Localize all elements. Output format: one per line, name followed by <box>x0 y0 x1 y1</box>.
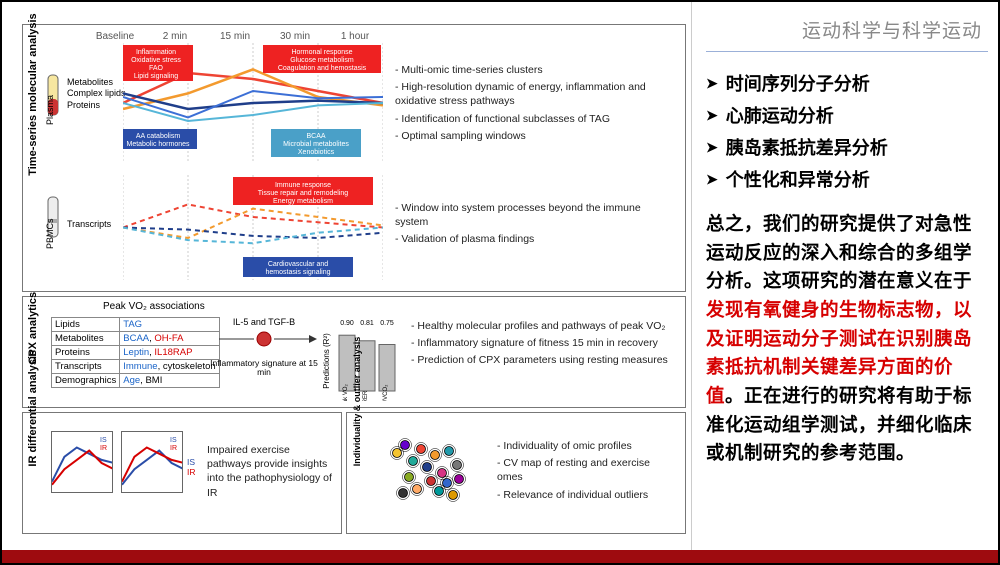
svg-text:Inflammation: Inflammation <box>136 49 176 56</box>
svg-text:Cardiovascular and: Cardiovascular and <box>268 261 328 268</box>
timepoints-row: Baseline 2 min 15 min 30 min 1 hour <box>85 31 385 42</box>
pbmc-desc: Window into system processes beyond the … <box>395 201 675 250</box>
plasma-line-chart: InflammationOxidative stressFAOLipid sig… <box>123 43 383 163</box>
bullet-item: 心肺运动分析 <box>706 102 988 128</box>
bullet-list: 时间序列分子分析 心肺运动分析 胰岛素抵抗差异分析 个性化和异常分析 <box>706 70 988 192</box>
pbmc-line-chart: Immune responseTissue repair and remodel… <box>123 175 383 280</box>
svg-text:IR: IR <box>170 445 177 452</box>
section-individuality: Individuality & outlier analysis Individ… <box>346 412 686 534</box>
text-panel: 运动科学与科学运动 时间序列分子分析 心肺运动分析 胰岛素抵抗差异分析 个性化和… <box>692 2 998 563</box>
ind-desc: Individuality of omic profiles CV map of… <box>497 439 677 505</box>
tp: 30 min <box>265 31 325 42</box>
transcripts-label: Transcripts <box>67 219 111 229</box>
cpx-mid: IL-5 and TGF-B Inflammatory signature at… <box>209 317 319 378</box>
cpx-bars: Predictions (R²) 0.90 peak VO₂ 0.81 RER 0.75 V… <box>323 311 401 401</box>
plasma-layers: Metabolites Complex lipids Proteins <box>67 77 126 111</box>
svg-text:Tissue repair and remodeling: Tissue repair and remodeling <box>258 190 349 197</box>
svg-text:IR: IR <box>100 445 107 452</box>
svg-text:AA catabolism: AA catabolism <box>136 133 181 140</box>
ir-mini-chart-2: ISIR <box>121 431 183 493</box>
bullet-item: 胰岛素抵抗差异分析 <box>706 134 988 160</box>
svg-text:Metabolic hormones: Metabolic hormones <box>126 141 190 148</box>
cpx-desc: Healthy molecular profiles and pathways … <box>411 319 681 371</box>
tp: 15 min <box>205 31 265 42</box>
bullet-item: 时间序列分子分析 <box>706 70 988 96</box>
vlabel-timeseries: Time-series molecular analysis <box>27 13 39 175</box>
slide-root: Time-series molecular analysis Baseline … <box>2 2 998 563</box>
ir-mini-chart-1: ISIR <box>51 431 113 493</box>
svg-text:peak VO₂: peak VO₂ <box>343 383 349 401</box>
svg-text:Lipid signaling: Lipid signaling <box>134 73 178 80</box>
svg-text:Oxidative stress: Oxidative stress <box>131 57 181 64</box>
svg-text:0.81: 0.81 <box>360 320 374 327</box>
bullet-item: 个性化和异常分析 <box>706 166 988 192</box>
plasma-label: Plasma <box>45 95 55 125</box>
footer-stripe <box>2 550 998 563</box>
ir-leg: IS IR <box>187 457 196 477</box>
plasma-desc: Multi-omic time-series clusters High-res… <box>395 63 675 146</box>
cpx-table: LipidsTAGMetabolitesBCAA, OH-FAProteinsL… <box>51 317 220 388</box>
svg-text:FAO: FAO <box>149 65 164 72</box>
svg-text:Xenobiotics: Xenobiotics <box>298 149 335 156</box>
vlabel-ind: Individuality & outlier analysis <box>352 337 362 467</box>
svg-text:Immune response: Immune response <box>275 182 331 189</box>
svg-text:BCAA: BCAA <box>306 133 325 140</box>
svg-text:Energy metabolism: Energy metabolism <box>273 198 333 205</box>
svg-text:Microbial metabolites: Microbial metabolites <box>283 141 349 148</box>
section-ir: IR differential analysis ISIR ISIR IS IR… <box>22 412 342 534</box>
cpx-title: Peak VO₂ associations <box>103 301 205 312</box>
section-timeseries: Time-series molecular analysis Baseline … <box>22 24 686 292</box>
svg-text:0.75: 0.75 <box>380 320 394 327</box>
figure-panel: Time-series molecular analysis Baseline … <box>2 2 692 563</box>
svg-text:VE/VCO₂: VE/VCO₂ <box>383 384 389 401</box>
tp: 1 hour <box>325 31 385 42</box>
svg-text:Predictions (R²): Predictions (R²) <box>323 333 331 389</box>
body-pre: 总之，我们的研究提供了对急性运动反应的深入和综合的多组学分析。这项研究的潜在意义… <box>706 213 972 291</box>
svg-text:IS: IS <box>170 437 177 444</box>
slide-header-cn: 运动科学与科学运动 <box>706 12 988 52</box>
vlabel-ir: IR differential analysis <box>27 350 39 467</box>
ir-caption: Impaired exercise pathways provide insig… <box>207 443 335 500</box>
svg-text:0.90: 0.90 <box>340 320 354 327</box>
svg-text:IS: IS <box>100 437 107 444</box>
body-paragraph: 总之，我们的研究提供了对急性运动反应的深入和综合的多组学分析。这项研究的潜在意义… <box>706 210 988 468</box>
individuality-scatter <box>377 423 487 523</box>
tp: Baseline <box>85 31 145 42</box>
pbmc-label: PBMCs <box>45 218 55 249</box>
svg-text:hemostasis signaling: hemostasis signaling <box>266 269 331 276</box>
body-post: 。正在进行的研究将有助于标准化运动组学测试，并细化临床或机制研究的参考范围。 <box>706 385 972 463</box>
svg-text:Coagulation and hemostasis: Coagulation and hemostasis <box>278 65 367 72</box>
svg-text:Glucose metabolism: Glucose metabolism <box>290 57 354 64</box>
svg-text:Hormonal response: Hormonal response <box>291 49 352 56</box>
svg-text:RER: RER <box>363 390 369 401</box>
tp: 2 min <box>145 31 205 42</box>
